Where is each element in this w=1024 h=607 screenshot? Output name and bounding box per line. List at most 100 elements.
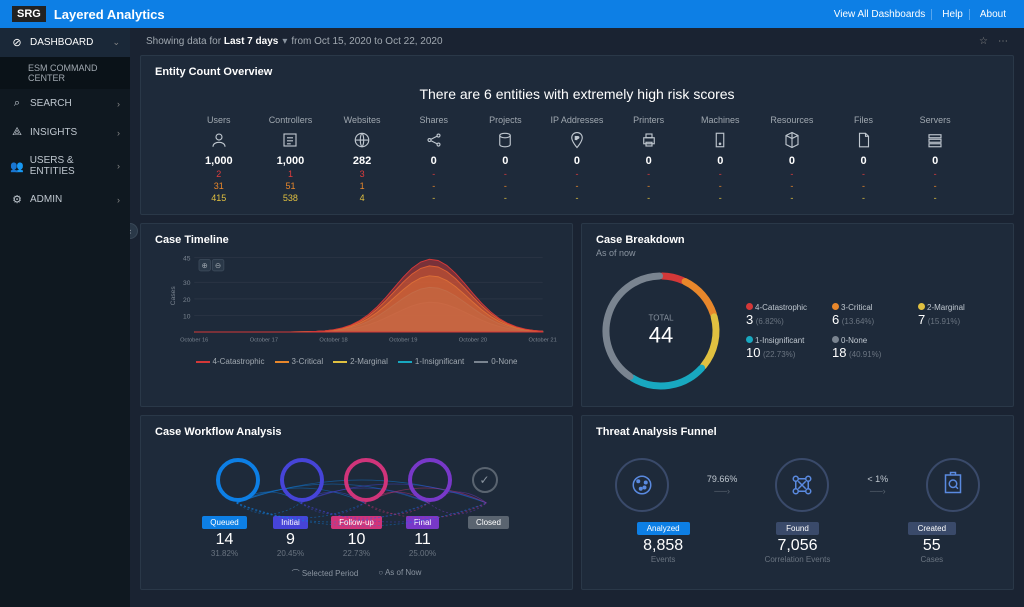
entity-col-machines[interactable]: Machines 0 - - - <box>686 114 754 204</box>
workflow-ring-follow-up[interactable] <box>344 458 388 502</box>
entity-col-users[interactable]: Users 1,000 2 31 415 <box>185 114 253 204</box>
entity-total: 1,000 <box>257 154 325 168</box>
cube-icon <box>758 129 826 151</box>
svg-text:October 18: October 18 <box>319 338 347 344</box>
entity-catastrophic: 1 <box>257 168 325 180</box>
entity-catastrophic: - <box>400 168 468 180</box>
entity-label: IP Addresses <box>543 114 611 126</box>
sidebar-label: DASHBOARD <box>30 37 93 48</box>
entity-marginal: 4 <box>328 192 396 204</box>
funnel-stat-created[interactable]: Created 55 Cases <box>887 522 977 564</box>
entity-col-files[interactable]: Files 0 - - - <box>830 114 898 204</box>
svg-text:10: 10 <box>183 313 191 320</box>
panel-case-timeline: Case Timeline 10203045CasesOctober 16Oct… <box>140 223 573 407</box>
svg-text:October 19: October 19 <box>389 338 417 344</box>
chevron-down-icon[interactable]: ▾ <box>282 36 287 47</box>
legend-item[interactable]: 1-Insignificant <box>398 357 464 366</box>
entity-marginal: - <box>758 192 826 204</box>
link-about[interactable]: About <box>974 9 1012 20</box>
context-range[interactable]: Last 7 days <box>224 36 278 47</box>
context-bar: Showing data for Last 7 days ▾ from Oct … <box>130 28 1024 55</box>
more-icon[interactable]: ⋯ <box>998 36 1008 47</box>
entity-critical: 31 <box>185 180 253 192</box>
funnel-arrow: < 1%──› <box>867 474 888 496</box>
breakdown-item[interactable]: 4-Catastrophic 3 (6.82%) <box>746 302 816 327</box>
funnel-label: Correlation Events <box>752 555 842 564</box>
entity-label: Files <box>830 114 898 126</box>
entity-label: Projects <box>472 114 540 126</box>
legend-item[interactable]: 0-None <box>474 357 517 366</box>
entity-col-controllers[interactable]: Controllers 1,000 1 51 538 <box>257 114 325 204</box>
workflow-ring-final[interactable] <box>408 458 452 502</box>
svg-text:October 21: October 21 <box>528 338 556 344</box>
sidebar-item-admin[interactable]: ⚙ADMIN› <box>0 185 130 214</box>
funnel-node-analyzed[interactable] <box>615 458 669 512</box>
entity-critical: - <box>901 180 969 192</box>
sidebar-item-insights[interactable]: ⟁INSIGHTS› <box>0 118 130 147</box>
legend-item[interactable]: 2-Marginal <box>333 357 388 366</box>
sidebar-label: ADMIN <box>30 194 62 205</box>
sidebar-label: INSIGHTS <box>30 127 77 138</box>
funnel-stat-found[interactable]: Found 7,056 Correlation Events <box>752 522 842 564</box>
workflow-ring-queued[interactable] <box>216 458 260 502</box>
entity-col-websites[interactable]: Websites 282 3 1 4 <box>328 114 396 204</box>
sidebar-label: SEARCH <box>30 98 72 109</box>
workflow-title: Case Workflow Analysis <box>155 426 558 438</box>
funnel-stat-analyzed[interactable]: Analyzed 8,858 Events <box>618 522 708 564</box>
panel-entity-overview: Entity Count Overview There are 6 entiti… <box>140 55 1014 215</box>
panel-funnel: Threat Analysis Funnel 79.66%──› < 1%──›… <box>581 415 1014 590</box>
funnel-value: 7,056 <box>752 537 842 555</box>
svg-text:October 16: October 16 <box>180 338 208 344</box>
chevron-icon: › <box>117 128 120 138</box>
breakdown-item[interactable]: 3-Critical 6 (13.64%) <box>832 302 902 327</box>
entity-col-resources[interactable]: Resources 0 - - - <box>758 114 826 204</box>
overview-title: Entity Count Overview <box>155 66 999 78</box>
favorite-icon[interactable]: ☆ <box>979 36 988 47</box>
file-icon <box>830 129 898 151</box>
entity-critical: - <box>758 180 826 192</box>
server-icon <box>901 129 969 151</box>
funnel-badge: Found <box>776 522 819 535</box>
entity-total: 1,000 <box>185 154 253 168</box>
workflow-ring-initial[interactable] <box>280 458 324 502</box>
entity-col-printers[interactable]: Printers 0 - - - <box>615 114 683 204</box>
entity-total: 0 <box>686 154 754 168</box>
funnel-icon <box>615 458 669 512</box>
entity-marginal: - <box>472 192 540 204</box>
sidebar-subitem[interactable]: ESM COMMAND CENTER <box>0 57 130 89</box>
funnel-arrow: 79.66%──› <box>707 474 738 496</box>
svg-text:20: 20 <box>183 297 191 304</box>
funnel-node-created[interactable] <box>926 458 980 512</box>
entity-total: 0 <box>472 154 540 168</box>
sidebar-icon: ⚙ <box>10 193 24 206</box>
entity-col-servers[interactable]: Servers 0 - - - <box>901 114 969 204</box>
entity-col-projects[interactable]: Projects 0 - - - <box>472 114 540 204</box>
funnel-value: 8,858 <box>618 537 708 555</box>
sidebar-item-dashboard[interactable]: ⊘DASHBOARD⌄ <box>0 28 130 57</box>
content-area: ‹ Showing data for Last 7 days ▾ from Oc… <box>130 28 1024 607</box>
sidebar-item-search[interactable]: ⌕SEARCH› <box>0 89 130 118</box>
context-suffix: from Oct 15, 2020 to Oct 22, 2020 <box>291 36 442 47</box>
printer-icon <box>615 129 683 151</box>
chevron-icon: ⌄ <box>112 37 120 48</box>
entity-col-ip-addresses[interactable]: IP Addresses IP 0 - - - <box>543 114 611 204</box>
legend-item[interactable]: 4-Catastrophic <box>196 357 265 366</box>
funnel-node-found[interactable] <box>775 458 829 512</box>
globe-icon <box>328 129 396 151</box>
breakdown-item[interactable]: 1-Insignificant 10 (22.73%) <box>746 335 816 360</box>
workflow-foot-selected: ⌒ Selected Period <box>292 568 359 579</box>
link-dashboards[interactable]: View All Dashboards <box>828 9 933 20</box>
entity-total: 0 <box>830 154 898 168</box>
legend-item[interactable]: 3-Critical <box>275 357 324 366</box>
entity-total: 0 <box>543 154 611 168</box>
workflow-closed-icon[interactable]: ✓ <box>472 467 498 493</box>
breakdown-item[interactable]: 0-None 18 (40.91%) <box>832 335 902 360</box>
sidebar-label: USERS & ENTITIES <box>30 155 117 177</box>
entity-critical: - <box>615 180 683 192</box>
sidebar-item-users-entities[interactable]: 👥USERS & ENTITIES› <box>0 147 130 185</box>
top-links: View All Dashboards Help About <box>828 9 1012 20</box>
breakdown-item[interactable]: 2-Marginal 7 (15.91%) <box>918 302 988 327</box>
link-help[interactable]: Help <box>936 9 970 20</box>
breakdown-title: Case Breakdown <box>596 234 999 246</box>
entity-col-shares[interactable]: Shares 0 - - - <box>400 114 468 204</box>
